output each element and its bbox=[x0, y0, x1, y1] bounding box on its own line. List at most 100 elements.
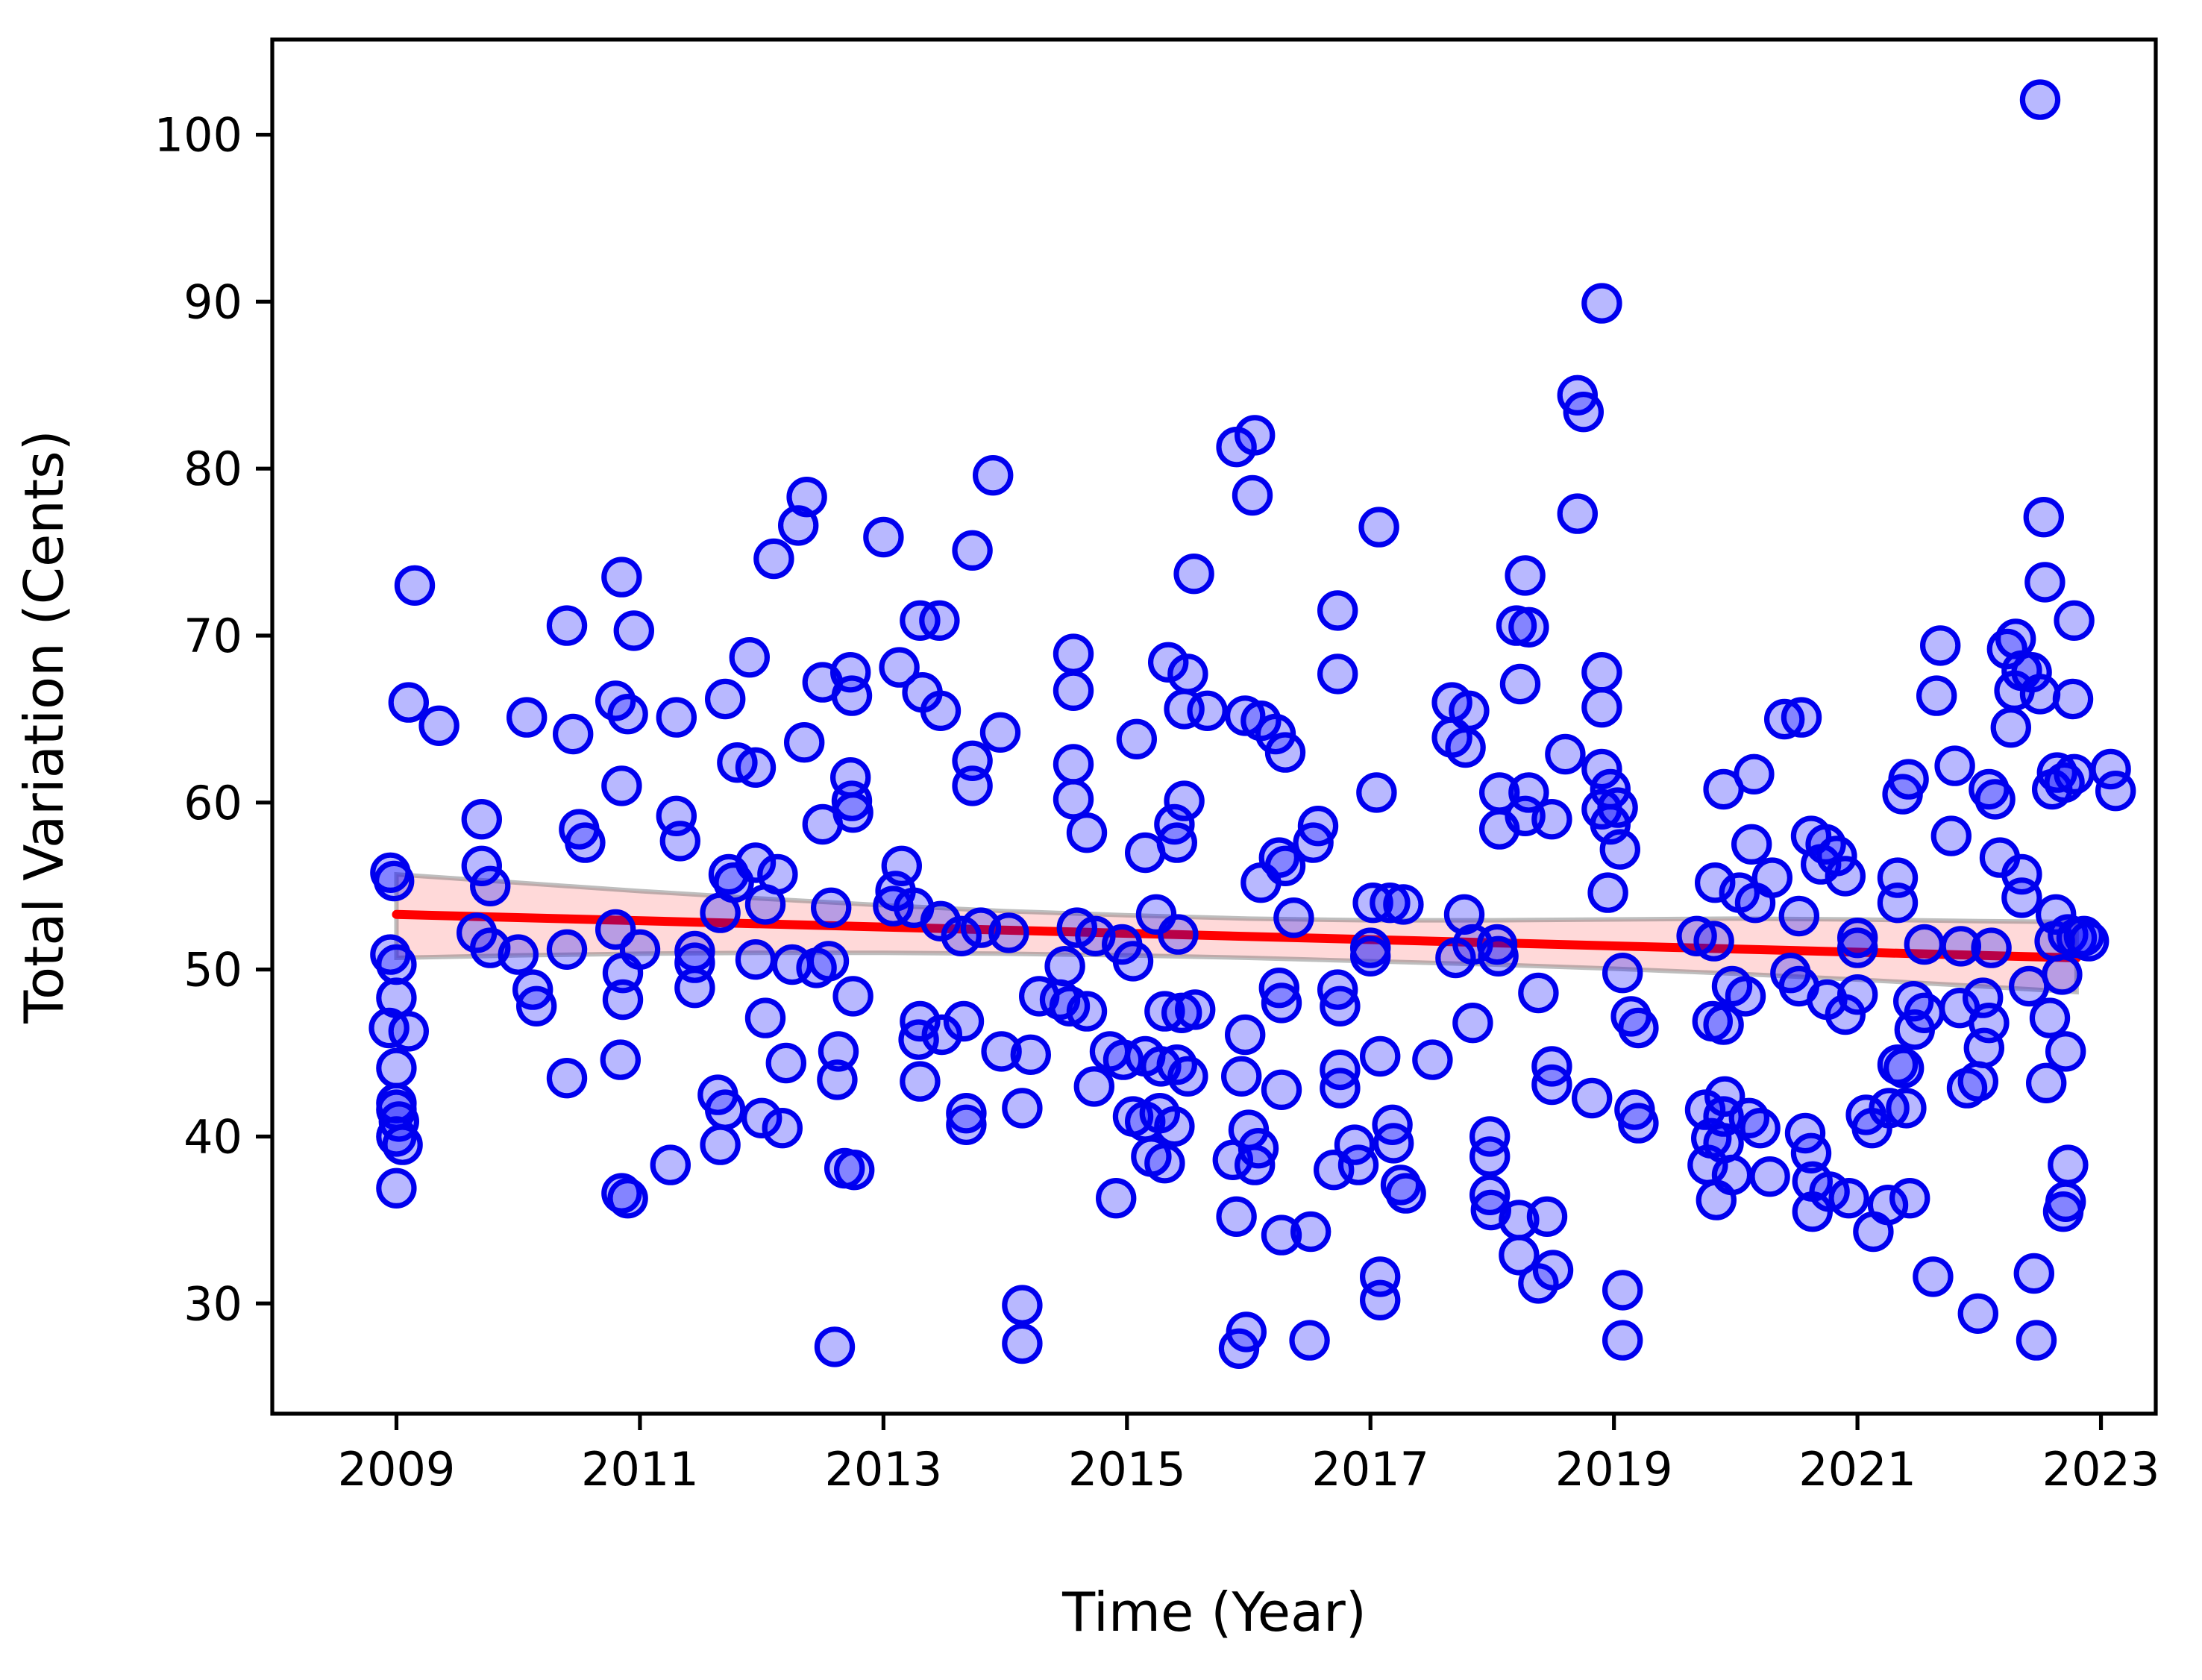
scatter-point bbox=[972, 455, 1014, 496]
scatter-point bbox=[1508, 772, 1549, 813]
scatter-point bbox=[1581, 687, 1622, 728]
scatter-point bbox=[832, 792, 873, 833]
x-tick-label: 2023 bbox=[2042, 1442, 2160, 1496]
scatter-point bbox=[1359, 1279, 1401, 1321]
scatter-point bbox=[1173, 554, 1214, 595]
scatter-point bbox=[1095, 1177, 1137, 1219]
scatter-point bbox=[1531, 1064, 1572, 1106]
scatter-point bbox=[1066, 812, 1108, 853]
scatter-point bbox=[1469, 1136, 1511, 1177]
scatter-point bbox=[1158, 914, 1199, 955]
scatter-point bbox=[1499, 663, 1541, 705]
scatter-point bbox=[1828, 1177, 1869, 1219]
scatter-point bbox=[863, 516, 904, 558]
scatter-point bbox=[1740, 1107, 1781, 1149]
y-tick-label: 50 bbox=[184, 943, 242, 997]
scatter-point bbox=[744, 997, 786, 1038]
regression-line bbox=[392, 909, 2081, 962]
scatter-point bbox=[1974, 779, 2016, 820]
scatter-point bbox=[388, 1011, 430, 1052]
scatter-point bbox=[2054, 600, 2095, 642]
scatter-point bbox=[1725, 976, 1766, 1017]
scatter-point bbox=[546, 605, 588, 646]
scatter-point bbox=[1053, 779, 1094, 820]
scatter-point bbox=[1888, 759, 1929, 800]
scatter-point bbox=[1385, 1173, 1426, 1214]
scatter-point bbox=[418, 705, 459, 747]
scatter-point bbox=[705, 678, 746, 720]
scatter-point bbox=[374, 860, 415, 902]
scatter-point bbox=[1703, 1004, 1744, 1045]
scatter-point bbox=[1320, 985, 1361, 1027]
scatter-point bbox=[1261, 1214, 1302, 1256]
scatter-point bbox=[700, 1124, 741, 1165]
scatter-point bbox=[1317, 590, 1358, 631]
scatter-point bbox=[817, 1059, 858, 1100]
scatter-point bbox=[1264, 845, 1306, 887]
scatter-point bbox=[1073, 1066, 1115, 1107]
scatter-point bbox=[1226, 1311, 1267, 1353]
scatter-point bbox=[1383, 884, 1424, 925]
scatter-point bbox=[1731, 824, 1772, 865]
scatter-point bbox=[765, 1042, 807, 1084]
scatter-point bbox=[831, 675, 873, 716]
scatter-point bbox=[735, 842, 777, 883]
scatter-point bbox=[900, 1061, 941, 1102]
scatter-point bbox=[1816, 836, 1857, 877]
scatter-point bbox=[946, 1092, 987, 1134]
scatter-point bbox=[376, 1167, 417, 1209]
scatter-point bbox=[602, 979, 644, 1021]
scatter-point bbox=[1010, 1034, 1052, 1076]
scatter-point bbox=[2025, 1062, 2067, 1104]
scatter-point bbox=[1581, 748, 1622, 790]
scatter-point bbox=[1581, 283, 1622, 324]
x-tick-label: 2021 bbox=[1798, 1442, 1916, 1496]
scatter-point bbox=[1174, 989, 1216, 1030]
scatter-point bbox=[1916, 675, 1957, 716]
scatter-point bbox=[1877, 882, 1919, 924]
scatter-point bbox=[1167, 1056, 1208, 1097]
scatter-point bbox=[1238, 1127, 1279, 1169]
scatter-point bbox=[1167, 653, 1208, 695]
scatter-point bbox=[2095, 770, 2136, 812]
scatter-point bbox=[1053, 744, 1094, 785]
scatter-point bbox=[1449, 690, 1490, 732]
scatter-point bbox=[1934, 745, 1975, 786]
x-tick-label: 2015 bbox=[1068, 1442, 1186, 1496]
scatter-point bbox=[1412, 1039, 1453, 1080]
scatter-point bbox=[619, 929, 661, 971]
scatter-point bbox=[1187, 690, 1228, 732]
scatter-point bbox=[1957, 1061, 1998, 1102]
scatter-point bbox=[1602, 1270, 1643, 1311]
scatter-point bbox=[2054, 753, 2095, 795]
scatter-point bbox=[1919, 625, 1961, 666]
scatter-point bbox=[498, 934, 539, 975]
y-tick-label: 60 bbox=[184, 776, 242, 830]
scatter-point bbox=[1320, 1068, 1361, 1109]
scatter-point bbox=[1971, 927, 2012, 968]
trend-line bbox=[392, 909, 2081, 962]
scatter-point bbox=[1370, 882, 1411, 924]
scatter-point bbox=[753, 538, 794, 580]
scatter-point bbox=[1969, 1002, 2010, 1044]
y-tick-label: 70 bbox=[184, 609, 242, 663]
scatter-point bbox=[650, 1144, 691, 1185]
scatter-point bbox=[2024, 562, 2065, 603]
scatter-point bbox=[814, 1326, 856, 1367]
scatter-point bbox=[1505, 555, 1546, 596]
scatter-point bbox=[2019, 79, 2061, 120]
scatter-point bbox=[943, 1000, 985, 1042]
scatter-point bbox=[1232, 474, 1273, 516]
x-axis-ticks: 2009 2011 2013 2015 2017 2019 2021 2023 bbox=[338, 1414, 2160, 1496]
y-axis-label: Total Variation (Cents) bbox=[13, 430, 75, 1024]
scatter-point bbox=[2013, 1253, 2054, 1294]
scatter-point bbox=[1273, 897, 1314, 938]
scatter-point bbox=[553, 713, 594, 755]
scatter-point bbox=[1337, 1144, 1379, 1185]
scatter-point bbox=[659, 821, 701, 862]
scatter-point bbox=[1940, 926, 1981, 967]
scatter-point bbox=[1790, 1132, 1832, 1174]
scatter-point bbox=[879, 647, 920, 688]
scatter-point bbox=[1452, 1002, 1493, 1044]
scatter-point bbox=[1508, 607, 1549, 648]
